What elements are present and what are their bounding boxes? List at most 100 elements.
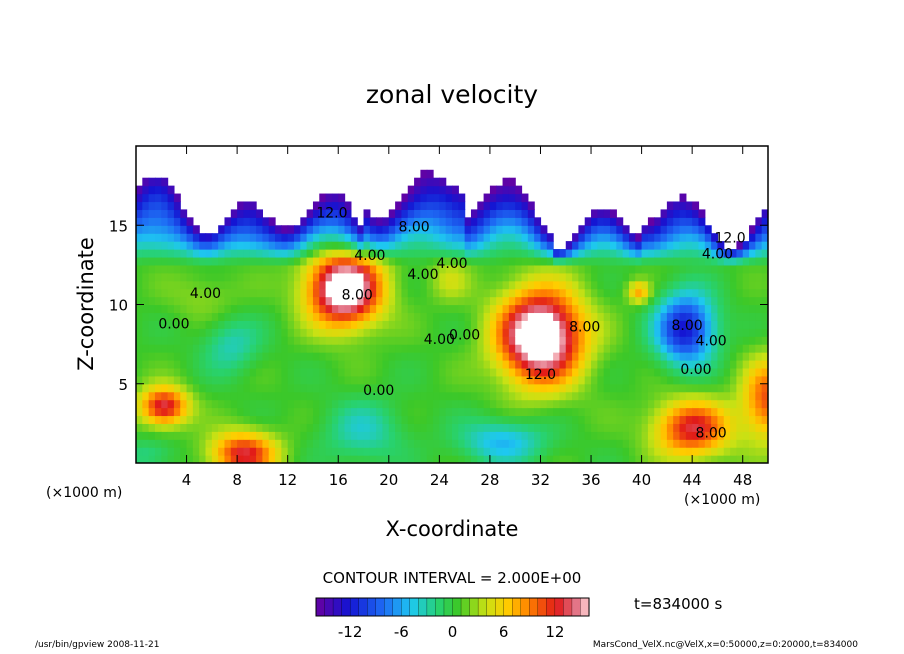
field-cell [628,431,636,440]
field-cell [477,431,485,440]
field-cell [717,304,725,314]
field-cell [230,455,238,463]
field-cell [414,399,421,409]
field-cell [622,415,630,424]
field-cell [452,399,459,409]
field-cell [647,217,655,226]
field-cell [136,367,143,377]
field-cell [363,352,371,361]
field-cell [300,447,308,456]
field-cell [300,383,308,393]
field-cell [578,280,586,290]
field-cell [502,233,510,242]
field-cell [325,193,333,203]
field-cell [742,272,750,282]
field-cell [685,447,693,456]
field-cell [496,344,504,353]
field-cell [660,367,668,377]
field-cell [256,407,263,417]
field-cell [275,233,282,242]
field-cell [433,185,440,195]
field-cell [167,209,175,218]
field-cell [685,249,693,258]
field-cell [477,320,485,329]
field-cell [452,455,459,463]
field-cell [388,264,396,274]
field-cell [578,296,586,306]
field-cell [527,280,535,290]
field-cell [161,201,169,211]
field-cell [534,439,542,448]
field-cell [319,225,327,234]
field-cell [508,439,516,448]
field-cell [742,256,750,266]
field-cell [515,407,523,417]
field-cell [698,241,706,250]
field-cell [578,375,586,385]
field-cell [597,352,605,361]
field-cell [167,407,175,417]
field-cell [496,272,504,282]
field-cell [647,367,655,377]
field-cell [496,359,504,369]
field-cell [470,233,478,242]
field-cell [338,296,346,306]
field-cell [521,241,529,250]
field-cell [275,431,282,440]
field-cell [306,375,314,385]
field-cell [685,375,693,385]
field-cell [679,383,687,393]
field-cell [616,423,624,432]
field-cell [199,320,207,329]
field-cell [717,439,725,448]
field-cell [527,383,535,393]
field-cell [167,439,175,448]
field-cell [192,336,200,345]
field-cell [477,264,485,274]
field-cell [401,320,409,329]
field-cell [464,296,472,306]
field-cell [673,264,681,274]
field-cell [635,455,643,463]
field-cell [192,367,200,377]
field-cell [407,336,415,345]
field-cell [698,209,706,218]
field-cell [230,209,238,218]
field-cell [312,383,320,393]
field-cell [249,328,257,337]
field-cell [319,217,327,226]
field-cell [527,447,535,456]
field-cell [249,209,257,218]
field-cell [173,407,181,417]
field-cell [439,344,447,353]
field-cell [338,375,346,385]
field-cell [578,328,586,337]
field-cell [496,431,504,440]
field-cell [161,399,169,409]
field-cell [464,320,472,329]
field-cell [736,447,744,456]
field-cell [275,407,282,417]
field-cell [736,439,744,448]
field-cell [559,455,567,463]
field-cell [470,264,478,274]
field-cell [369,264,377,274]
field-cell [148,391,156,401]
field-cell [458,272,466,282]
field-cell [142,201,150,211]
field-cell [369,447,377,456]
field-cell [578,399,586,409]
field-cell [508,320,516,329]
field-cell [224,344,232,353]
field-cell [173,209,181,218]
field-cell [508,431,516,440]
field-cell [268,367,276,377]
field-cell [243,256,251,266]
field-cell [224,256,232,266]
field-cell [414,241,421,250]
field-cell [306,423,314,432]
field-cell [578,225,586,234]
field-cell [395,399,403,409]
field-cell [610,455,617,463]
field-cell [268,431,276,440]
